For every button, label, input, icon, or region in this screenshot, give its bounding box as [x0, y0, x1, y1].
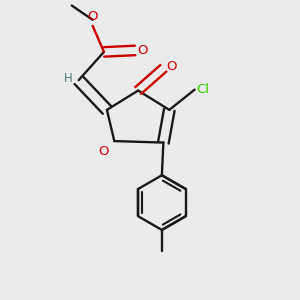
Text: O: O	[137, 44, 148, 57]
Text: O: O	[87, 10, 98, 23]
Text: Cl: Cl	[196, 82, 209, 96]
Text: O: O	[166, 60, 176, 73]
Text: H: H	[63, 72, 72, 85]
Text: O: O	[98, 145, 109, 158]
